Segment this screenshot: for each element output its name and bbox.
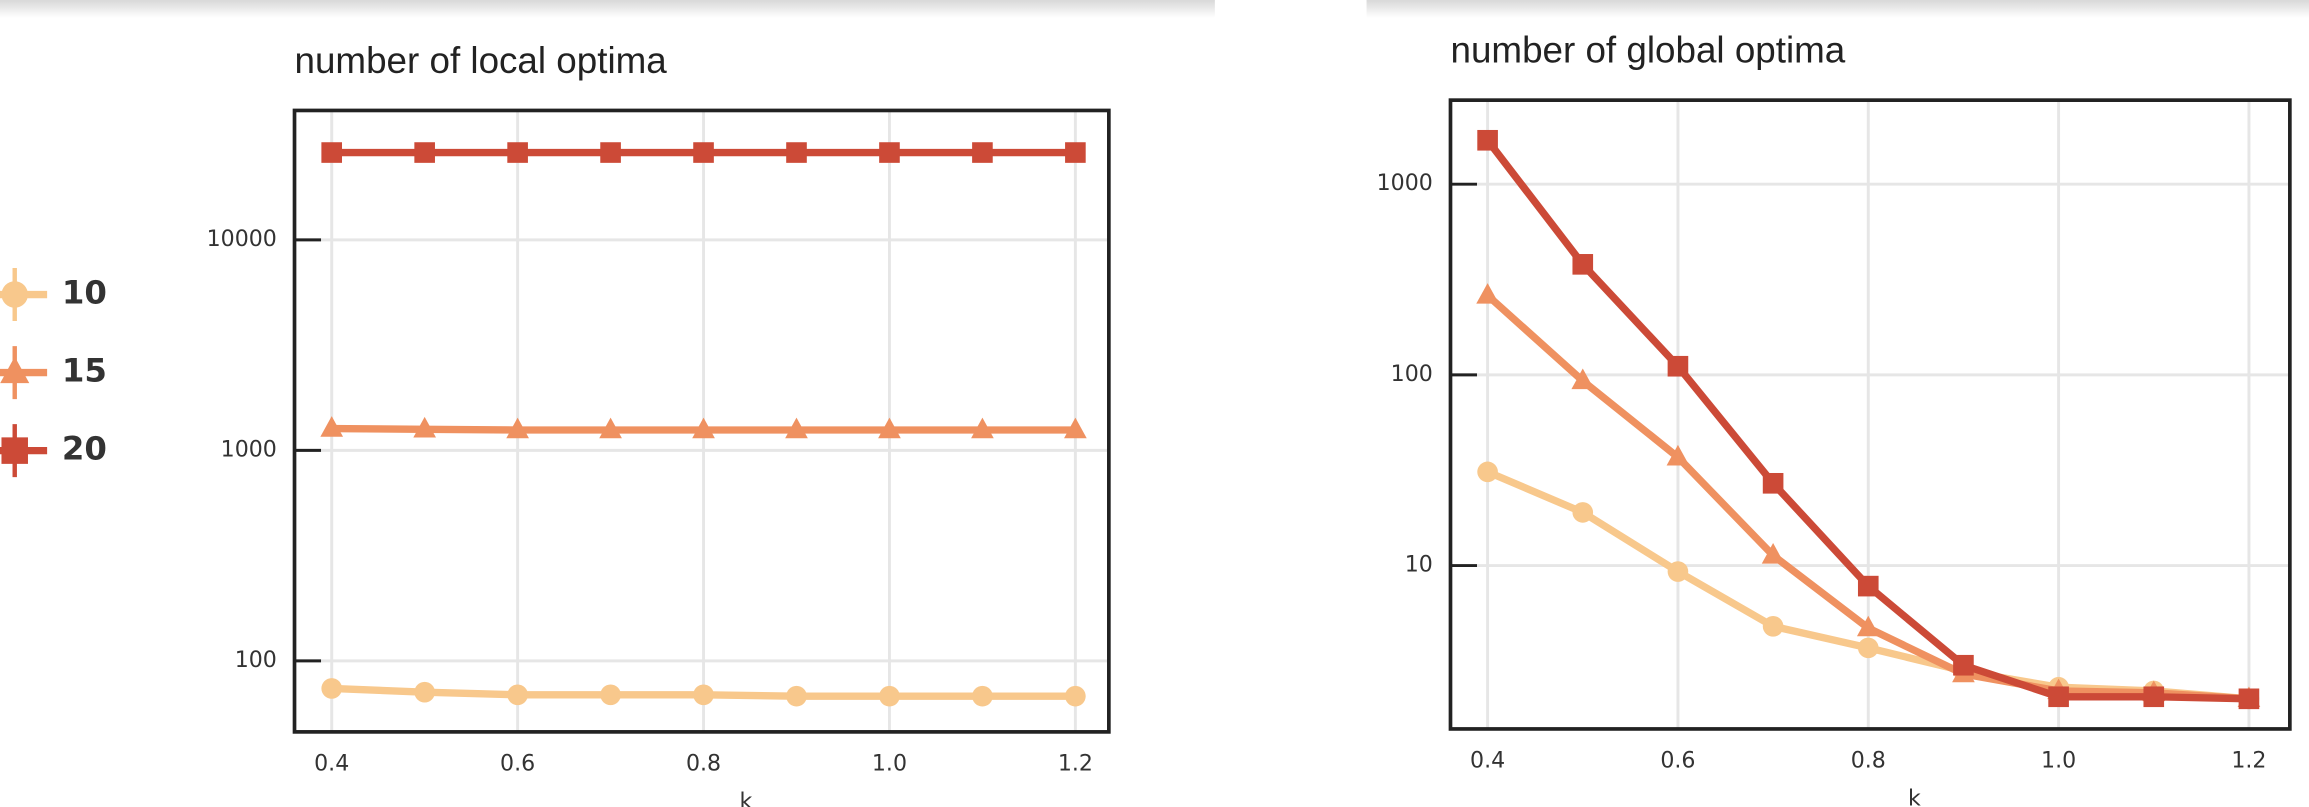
x-tick-label: 1.0: [2041, 748, 2076, 773]
point: [693, 142, 714, 163]
y-tick-label: 10: [1405, 553, 1433, 578]
point: [786, 685, 807, 707]
point: [2048, 686, 2069, 708]
legend-marker: [1, 281, 28, 308]
point: [320, 416, 344, 437]
point: [1571, 368, 1595, 390]
point: [1065, 685, 1086, 707]
card-shadow: [1366, 0, 2309, 18]
y-tick-label: 1000: [221, 437, 277, 462]
point: [599, 417, 622, 439]
point: [1477, 129, 1498, 151]
plot-frame: [292, 108, 1111, 734]
legend-marker: [0, 356, 30, 384]
point: [2143, 686, 2165, 708]
point: [879, 685, 900, 707]
point: [2238, 688, 2260, 710]
point: [693, 684, 714, 706]
point: [692, 417, 715, 439]
point: [1856, 615, 1880, 637]
x-tick-label: 0.4: [1470, 748, 1505, 773]
point: [785, 417, 808, 439]
point: [321, 142, 343, 163]
point: [1857, 575, 1879, 597]
chart-title: number of global optima: [1450, 30, 1845, 71]
y-tick-label: 1000: [1377, 171, 1433, 196]
card-shadow: [0, 0, 1215, 18]
x-axis-label: k: [739, 790, 752, 807]
point: [971, 417, 994, 439]
point: [1667, 355, 1689, 377]
point: [1476, 283, 1499, 304]
legend-label: 20: [62, 430, 107, 468]
point: [1857, 637, 1879, 659]
y-tick-label: 10000: [207, 227, 277, 252]
legend-marker: [1, 437, 28, 464]
legend-label: 15: [62, 352, 107, 390]
point: [506, 417, 529, 439]
point: [786, 142, 807, 163]
x-tick-label: 0.8: [686, 751, 721, 776]
point: [1761, 543, 1785, 564]
legend: 10 15 20: [0, 268, 107, 478]
point: [1666, 444, 1690, 466]
point: [414, 681, 435, 703]
point: [507, 142, 528, 163]
point: [1667, 561, 1689, 582]
x-tick-label: 0.4: [314, 751, 349, 776]
point: [1477, 461, 1498, 483]
x-axis-label: k: [1908, 787, 1921, 807]
point: [1572, 254, 1594, 275]
y-tick-label: 100: [1391, 362, 1433, 387]
point: [600, 684, 621, 706]
point: [413, 416, 436, 438]
point: [600, 142, 621, 163]
legend-label: 10: [62, 274, 107, 312]
point: [1572, 502, 1594, 523]
x-tick-label: 1.0: [872, 751, 907, 776]
point: [1064, 417, 1087, 439]
point: [1065, 142, 1086, 163]
y-tick-label: 100: [235, 648, 277, 673]
point: [972, 685, 993, 707]
point: [879, 142, 900, 163]
x-tick-label: 1.2: [1058, 751, 1093, 776]
point: [321, 678, 343, 699]
point: [1953, 654, 1974, 676]
point: [972, 142, 993, 163]
point: [507, 684, 528, 706]
x-tick-label: 0.8: [1851, 748, 1886, 773]
point: [1762, 472, 1784, 494]
chart-title: number of local optima: [295, 40, 668, 81]
x-tick-label: 1.2: [2231, 748, 2266, 773]
x-tick-label: 0.6: [500, 751, 535, 776]
x-tick-label: 0.6: [1660, 748, 1695, 773]
point: [414, 142, 435, 163]
plot-frame: [1448, 98, 2292, 731]
point: [1762, 616, 1784, 637]
point: [878, 417, 901, 439]
